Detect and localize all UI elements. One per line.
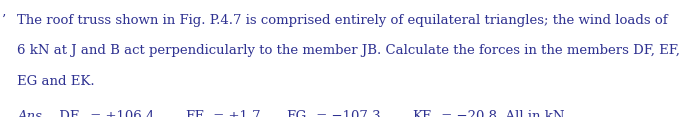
Text: DF: DF [55, 110, 79, 117]
Text: The roof truss shown in Fig. P.4.7 is comprised entirely of equilateral triangle: The roof truss shown in Fig. P.4.7 is co… [17, 14, 668, 27]
Text: = +106.4,: = +106.4, [86, 110, 162, 117]
Text: EG: EG [286, 110, 306, 117]
Text: Ans.: Ans. [17, 110, 46, 117]
Text: KE: KE [412, 110, 431, 117]
Text: EG and EK.: EG and EK. [17, 75, 95, 88]
Text: = +1.7,: = +1.7, [209, 110, 269, 117]
Text: ’: ’ [1, 14, 5, 27]
Text: EF: EF [185, 110, 203, 117]
Text: 6 kN at J and B act perpendicularly to the member JB. Calculate the forces in th: 6 kN at J and B act perpendicularly to t… [17, 44, 680, 57]
Text: = −20.8. All in kN.: = −20.8. All in kN. [437, 110, 568, 117]
Text: = −107.3,: = −107.3, [313, 110, 390, 117]
